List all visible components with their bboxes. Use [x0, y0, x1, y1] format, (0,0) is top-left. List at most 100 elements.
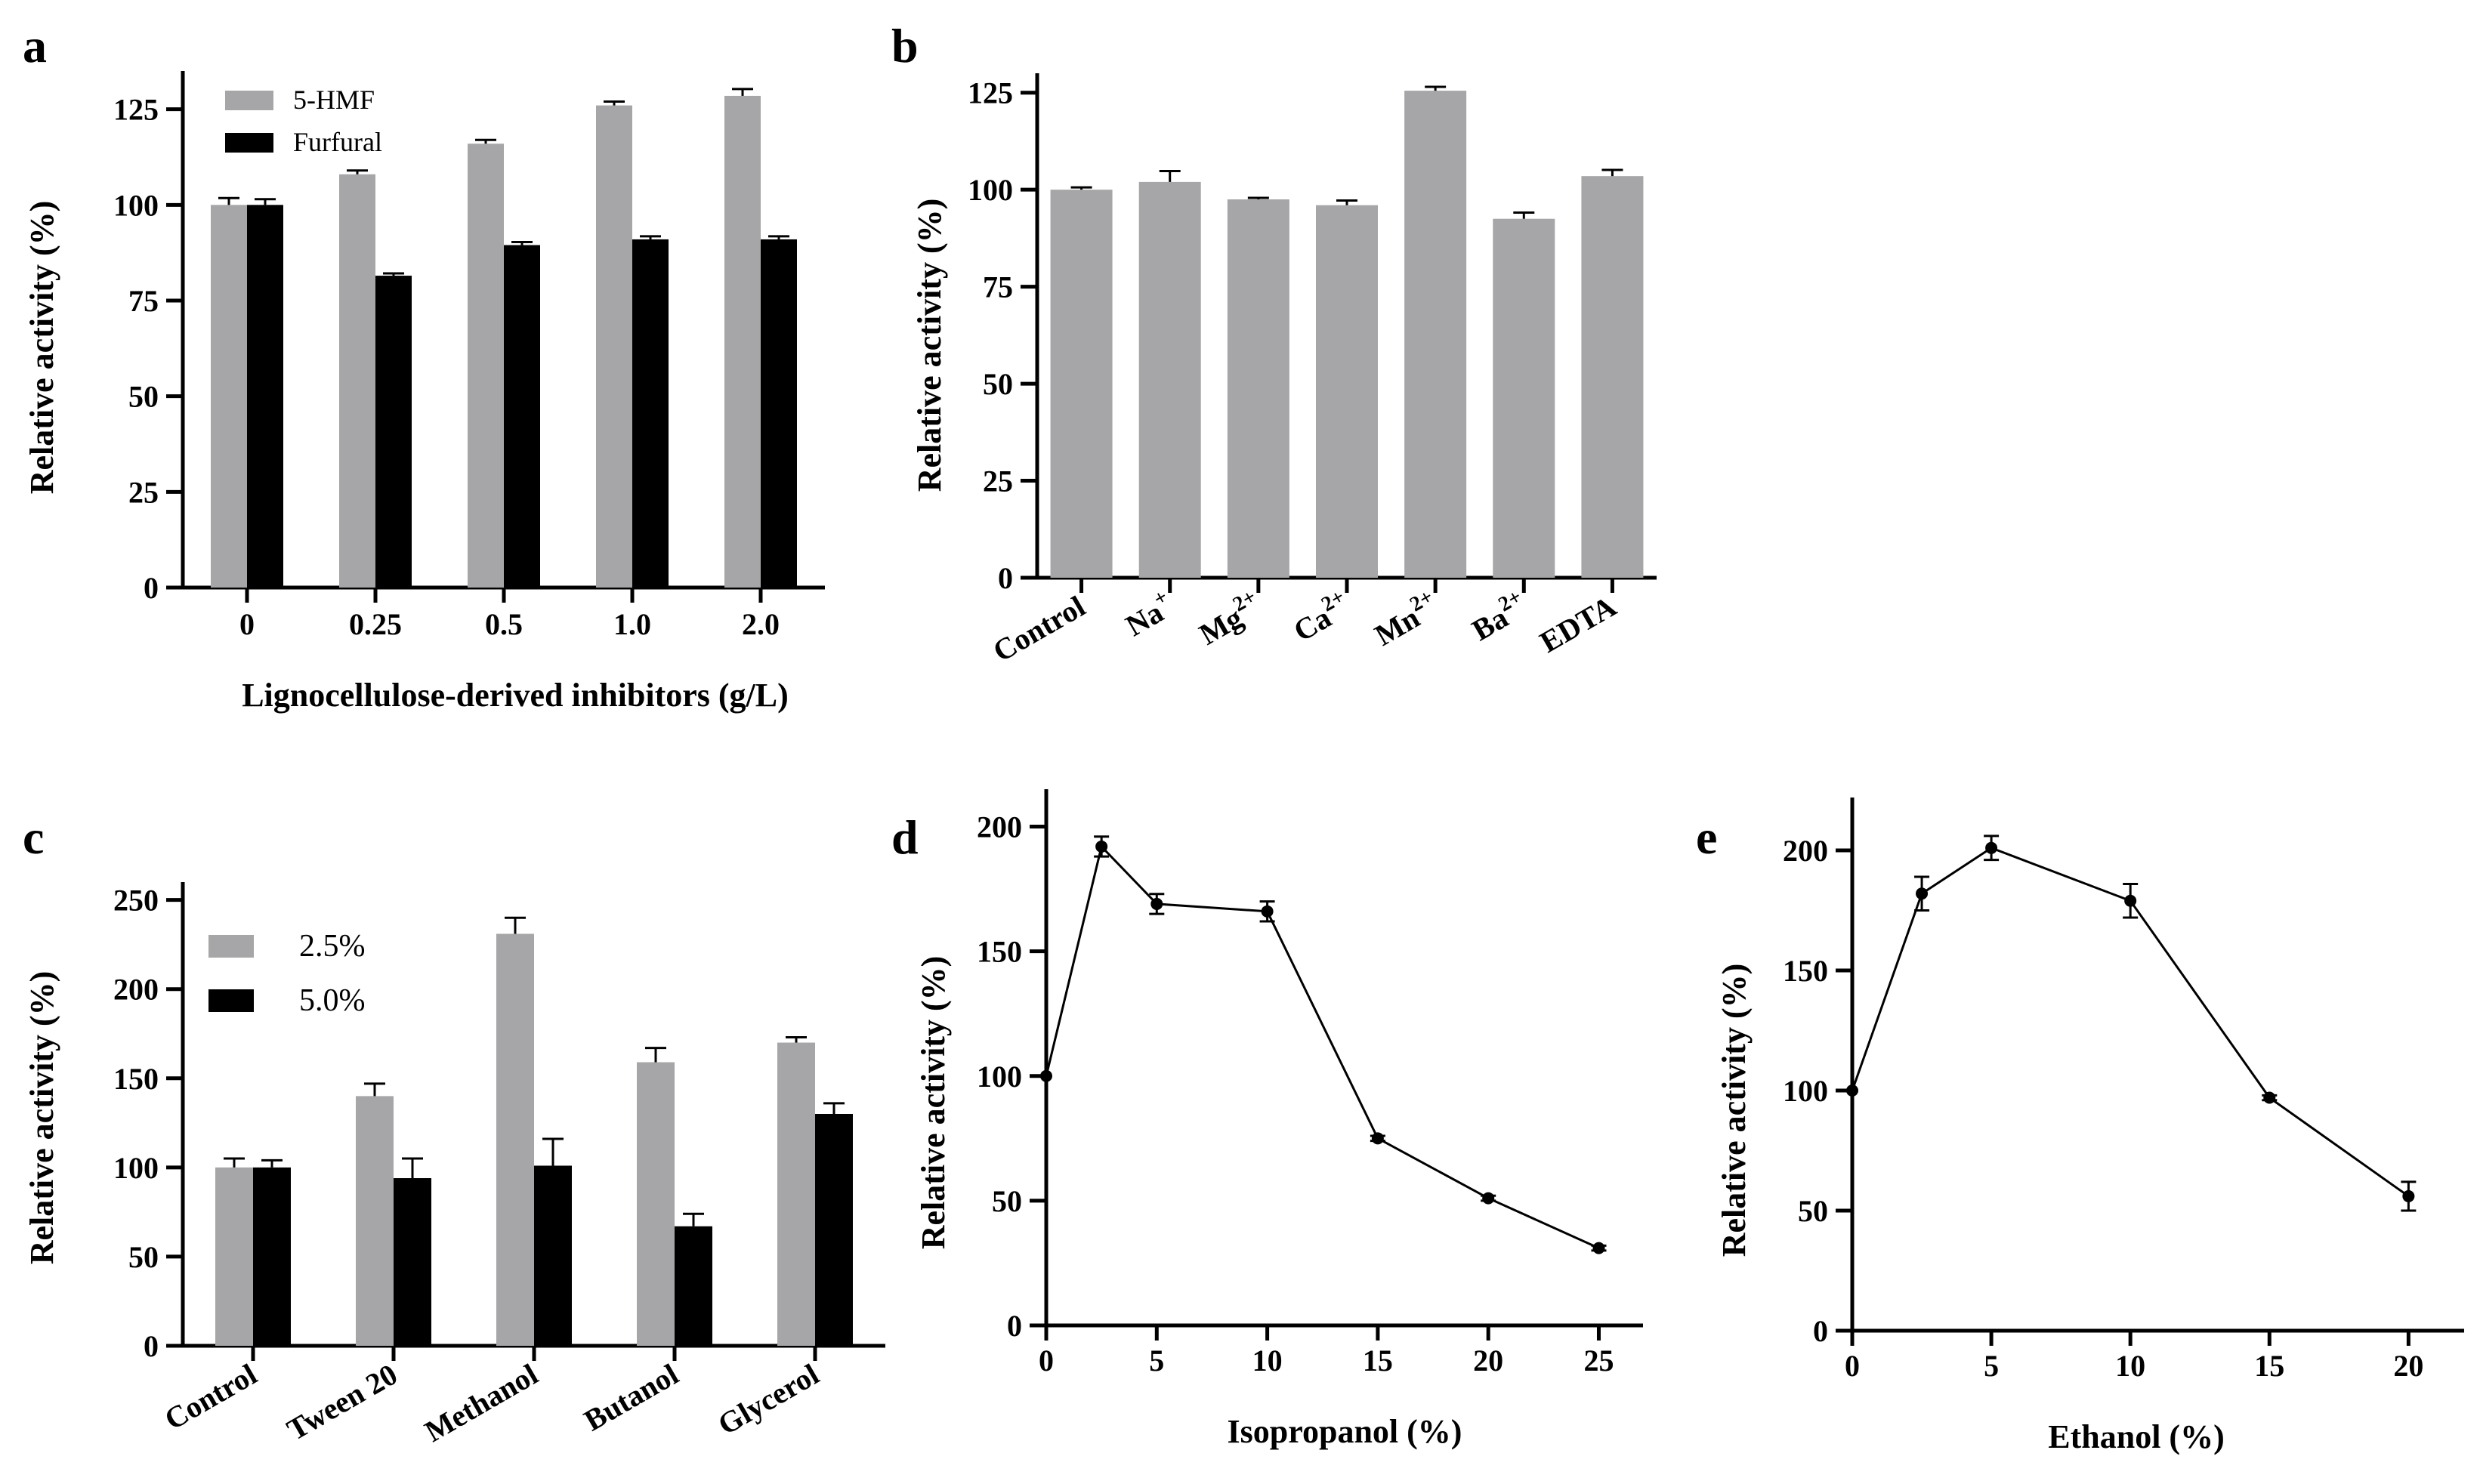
x-tick-label-c: Methanol: [419, 1357, 544, 1449]
legend-swatch-c: [208, 935, 254, 958]
bar-a-furfural: [375, 276, 412, 588]
x-tick-label-b: Control: [987, 589, 1091, 668]
bar-c-2-5-: [215, 1167, 253, 1346]
bar-b-activity: [1404, 91, 1467, 578]
x-tick-label-e: 5: [1984, 1349, 1999, 1383]
x-tick-label-e: 20: [2393, 1349, 2423, 1383]
bar-b-activity: [1581, 176, 1644, 578]
y-axis-title-b: Relative activity (%): [911, 199, 948, 492]
x-axis-title-a: Lignocellulose-derived inhibitors (g/L): [242, 677, 789, 714]
bar-b-activity: [1316, 205, 1378, 578]
y-tick-label-d: 150: [977, 935, 1022, 969]
x-tick-label-b: Mn2+: [1367, 585, 1444, 653]
bar-a-5-hmf: [596, 105, 632, 588]
y-tick-label-d: 200: [977, 810, 1022, 844]
panel-e: e 0 50 100 150 200 Relative activity (%) 0 5 10 15…: [1696, 798, 2464, 1455]
x-tick-label-d: 0: [1039, 1344, 1054, 1378]
bar-c-2-5-: [637, 1062, 675, 1346]
panel-letter-e: e: [1696, 810, 1717, 864]
y-tick-label-b: 100: [968, 173, 1013, 207]
bar-a-5-hmf: [724, 95, 761, 588]
data-point-d: [1150, 897, 1163, 910]
data-point-d: [1095, 840, 1108, 853]
y-tick-label-c: 150: [113, 1062, 159, 1096]
y-tick-label-a: 0: [144, 571, 159, 605]
y-tick-label-c: 200: [113, 973, 159, 1007]
bar-b-activity: [1050, 190, 1113, 578]
y-tick-label-a: 100: [113, 188, 159, 222]
data-point-d: [1371, 1132, 1384, 1145]
legend-swatch-a: [225, 133, 273, 153]
panel-letter-b: b: [891, 19, 919, 73]
x-tick-label-c: Glycerol: [712, 1357, 825, 1442]
data-point-e: [2402, 1189, 2415, 1202]
y-tick-label-d: 50: [992, 1184, 1022, 1218]
x-tick-label-e: 0: [1845, 1349, 1860, 1383]
x-tick-label-d: 20: [1473, 1344, 1503, 1378]
legend-swatch-c: [208, 989, 254, 1012]
y-axis-title-c: Relative activity (%): [23, 971, 60, 1265]
x-tick-label-b: Ca2+: [1286, 585, 1357, 649]
x-tick-label-b: Ba2+: [1464, 585, 1533, 647]
panel-c: c 0 50 100 150 200 250 Relative activity (%) Con…: [23, 810, 885, 1449]
x-tick-label-e: 10: [2115, 1349, 2145, 1383]
x-axis-title-e: Ethanol (%): [2048, 1418, 2224, 1455]
y-tick-label-b: 125: [968, 76, 1013, 110]
bar-c-5-0-: [253, 1167, 291, 1346]
y-axis-title-e: Relative activity (%): [1716, 964, 1753, 1257]
data-point-e: [1846, 1084, 1858, 1097]
bar-c-5-0-: [675, 1226, 712, 1346]
series-line-d: [1045, 844, 1600, 1249]
y-tick-label-d: 100: [977, 1060, 1022, 1094]
y-tick-label-c: 50: [128, 1240, 159, 1274]
y-tick-label-e: 0: [1813, 1314, 1828, 1348]
data-point-d: [1482, 1192, 1495, 1205]
bar-c-2-5-: [777, 1042, 815, 1346]
legend-swatch-a: [225, 91, 273, 110]
data-point-e: [2263, 1091, 2276, 1104]
y-tick-label-d: 0: [1007, 1309, 1022, 1343]
legend-label-c: 5.0%: [299, 983, 366, 1018]
y-axis-title-a: Relative activity (%): [23, 201, 60, 495]
x-tick-label-b: EDTA: [1534, 589, 1622, 659]
y-tick-label-a: 125: [113, 93, 159, 127]
bar-c-5-0-: [394, 1178, 431, 1346]
panel-b: b 0 25 50 75 100 125 Relative activity (%) Contr…: [891, 19, 1657, 668]
x-tick-label-a: 0.25: [349, 607, 402, 641]
panel-letter-c: c: [23, 810, 44, 864]
y-tick-label-a: 50: [128, 380, 159, 414]
panel-a: a 0 25 50 75 100 125 Relative activity (%) 0 0.25…: [23, 19, 825, 714]
panel-letter-a: a: [23, 19, 47, 73]
legend-label-c: 2.5%: [299, 929, 366, 964]
data-point-e: [2124, 894, 2137, 907]
bar-c-5-0-: [534, 1165, 572, 1346]
y-tick-label-e: 100: [1783, 1074, 1828, 1108]
data-point-e: [1916, 887, 1929, 900]
bar-a-5-hmf: [339, 174, 375, 588]
data-point-d: [1592, 1242, 1605, 1254]
data-point-e: [1985, 841, 1998, 854]
y-tick-label-c: 100: [113, 1151, 159, 1185]
legend-label-a: 5-HMF: [293, 85, 375, 115]
bar-a-5-hmf: [211, 205, 247, 588]
y-tick-label-b: 25: [983, 464, 1013, 498]
y-tick-label-e: 200: [1783, 834, 1828, 868]
bar-c-5-0-: [815, 1114, 853, 1346]
y-tick-label-b: 75: [983, 270, 1013, 304]
bar-b-activity: [1138, 181, 1201, 578]
y-tick-label-e: 50: [1798, 1194, 1828, 1228]
x-tick-label-a: 0.5: [485, 607, 523, 641]
y-tick-label-a: 25: [128, 475, 159, 509]
legend-label-a: Furfural: [293, 127, 382, 157]
data-point-d: [1261, 905, 1274, 918]
x-tick-label-c: Tween 20: [281, 1357, 403, 1447]
y-tick-label-c: 0: [144, 1329, 159, 1363]
bar-b-activity: [1493, 218, 1555, 578]
y-tick-label-b: 50: [983, 367, 1013, 401]
bar-c-2-5-: [496, 933, 534, 1346]
x-tick-label-c: Butanol: [579, 1357, 684, 1438]
x-tick-label-d: 10: [1252, 1344, 1283, 1378]
bar-a-furfural: [761, 239, 797, 588]
x-tick-label-d: 25: [1583, 1344, 1614, 1378]
